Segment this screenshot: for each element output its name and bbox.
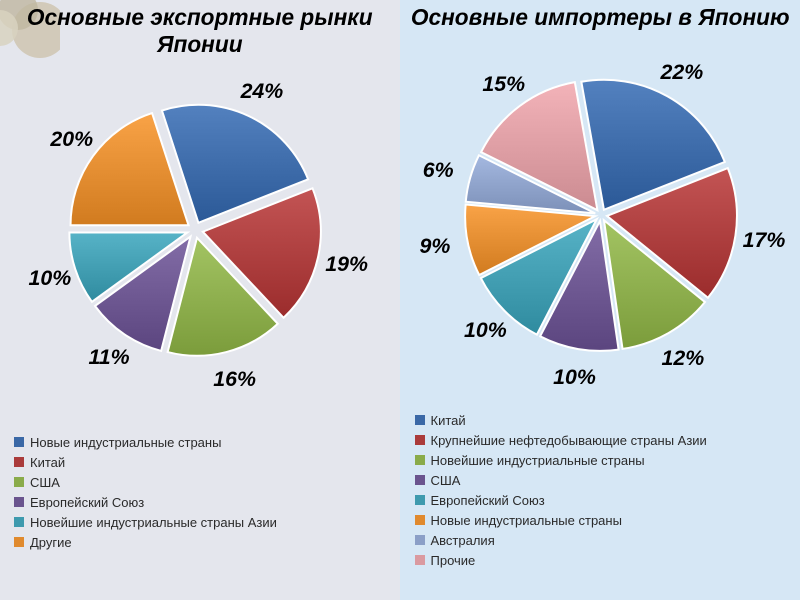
legend-swatch [415, 435, 425, 445]
slice-label: 24% [241, 79, 284, 104]
legend-swatch [415, 535, 425, 545]
legend-swatch [14, 517, 24, 527]
slice-label: 22% [661, 60, 704, 85]
legend-item: США [14, 472, 277, 492]
slice-label: 10% [29, 266, 72, 291]
legend-swatch [415, 455, 425, 465]
legend-label: Австралия [431, 533, 495, 548]
slice-label: 15% [482, 72, 525, 97]
pie-chart-import [401, 15, 800, 415]
legend-label: Новейшие индустриальные страны Азии [30, 515, 277, 530]
slice-label: 10% [553, 365, 596, 390]
legend-label: Европейский Союз [431, 493, 545, 508]
legend-item: Другие [14, 532, 277, 552]
legend-label: США [30, 475, 60, 490]
slice-label: 16% [213, 367, 256, 392]
legend-label: Китай [431, 413, 466, 428]
legend-item: Крупнейшие нефтедобывающие страны Азии [415, 430, 707, 450]
slice-label: 10% [464, 318, 507, 343]
legend-import: Китай Крупнейшие нефтедобывающие страны А… [415, 410, 707, 570]
slice-label: 20% [50, 127, 93, 152]
legend-item: Австралия [415, 530, 707, 550]
legend-swatch [415, 515, 425, 525]
legend-swatch [415, 495, 425, 505]
legend-label: Новые индустриальные страны [30, 435, 221, 450]
legend-label: Новейшие индустриальные страны [431, 453, 645, 468]
slice-label: 11% [88, 345, 129, 370]
legend-label: США [431, 473, 461, 488]
legend-label: Новые индустриальные страны [431, 513, 622, 528]
legend-label: Китай [30, 455, 65, 470]
legend-export: Новые индустриальные страны Китай США Европ… [14, 432, 277, 552]
legend-label: Другие [30, 535, 72, 550]
legend-swatch [415, 415, 425, 425]
legend-item: Новые индустриальные страны [415, 510, 707, 530]
legend-item: Новые индустриальные страны [14, 432, 277, 452]
legend-item: Новейшие индустриальные страны [415, 450, 707, 470]
legend-item: Прочие [415, 550, 707, 570]
legend-item: Европейский Союз [14, 492, 277, 512]
legend-swatch [14, 477, 24, 487]
panel-import: Основные импортеры в Японию [400, 0, 800, 600]
legend-label: Европейский Союз [30, 495, 144, 510]
panel-export: Основные экспортные рынки Японии [0, 0, 400, 600]
page: Основные экспортные рынки Японии [0, 0, 800, 600]
legend-swatch [14, 457, 24, 467]
legend-label: Прочие [431, 553, 476, 568]
slice-label: 6% [423, 158, 454, 183]
legend-item: Европейский Союз [415, 490, 707, 510]
slice-label: 17% [743, 228, 786, 253]
slice-label: 12% [662, 346, 705, 371]
legend-swatch [14, 437, 24, 447]
legend-item: Китай [415, 410, 707, 430]
slice-label: 19% [325, 252, 368, 277]
legend-label: Крупнейшие нефтедобывающие страны Азии [431, 433, 707, 448]
pie-chart-export [0, 30, 395, 430]
legend-swatch [14, 497, 24, 507]
legend-swatch [415, 555, 425, 565]
legend-item: США [415, 470, 707, 490]
legend-swatch [415, 475, 425, 485]
legend-swatch [14, 537, 24, 547]
slice-label: 9% [419, 234, 450, 259]
legend-item: Новейшие индустриальные страны Азии [14, 512, 277, 532]
legend-item: Китай [14, 452, 277, 472]
